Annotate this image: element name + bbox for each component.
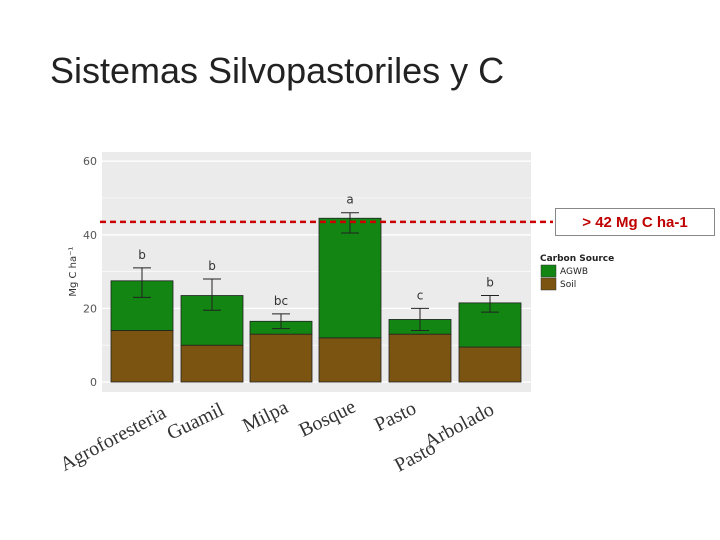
bar-agwb bbox=[318, 217, 382, 339]
significance-letter: b bbox=[208, 259, 216, 273]
y-tick-label: 60 bbox=[83, 155, 97, 168]
significance-letter: b bbox=[486, 276, 494, 290]
slide-title: Sistemas Silvopastoriles y C bbox=[50, 50, 505, 91]
legend-swatch bbox=[540, 264, 557, 278]
category-label: Pasto bbox=[371, 397, 420, 436]
plot-area: 0 20 40 60 Mg C ha⁻¹ b b bc a c b bbox=[68, 152, 553, 392]
bar-soil bbox=[180, 344, 244, 383]
category-label: Milpa bbox=[239, 396, 292, 437]
category-label: Bosque bbox=[296, 396, 360, 442]
bar-soil bbox=[110, 330, 174, 383]
legend-title: Carbon Source bbox=[540, 254, 614, 264]
significance-letter: b bbox=[138, 248, 146, 262]
y-tick-label: 40 bbox=[83, 229, 97, 242]
category-label: Agroforesteria bbox=[57, 402, 170, 476]
bar-soil bbox=[388, 333, 452, 383]
threshold-label: > 42 Mg C ha-1 bbox=[555, 208, 715, 236]
legend: Carbon Source AGWB Soil bbox=[540, 254, 614, 291]
legend-swatch bbox=[540, 277, 557, 291]
bar-soil bbox=[458, 346, 522, 383]
bar-soil bbox=[249, 333, 313, 383]
category-label: Guamil bbox=[164, 398, 228, 444]
significance-letter: a bbox=[346, 193, 353, 207]
legend-entry: AGWB bbox=[560, 267, 588, 277]
y-axis-label: Mg C ha⁻¹ bbox=[68, 247, 79, 297]
bar-soil bbox=[318, 337, 382, 383]
significance-letter: bc bbox=[274, 294, 288, 308]
significance-letter: c bbox=[417, 288, 424, 302]
y-tick-label: 0 bbox=[90, 376, 97, 389]
y-tick-label: 20 bbox=[83, 302, 97, 315]
category-label: Pasto bbox=[391, 437, 440, 477]
legend-entry: Soil bbox=[560, 280, 576, 290]
